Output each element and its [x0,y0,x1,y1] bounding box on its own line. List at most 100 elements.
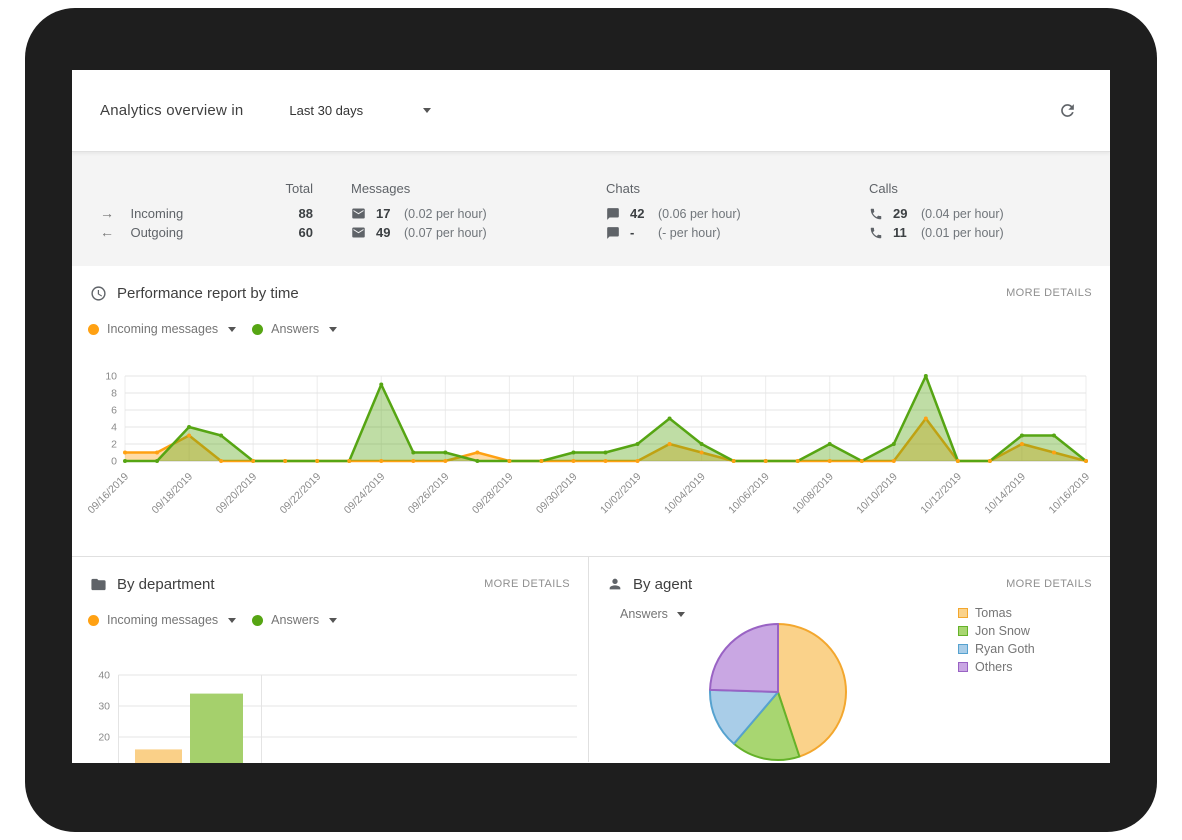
legend-item-ryan-goth: Ryan Goth [958,640,1035,658]
svg-text:09/30/2019: 09/30/2019 [534,471,580,517]
legend-incoming-messages[interactable]: Incoming messages [88,322,237,336]
department-more-details-link[interactable]: MORE DETAILS [484,578,570,590]
outgoing-chats-rate: (- per hour) [658,225,721,240]
summary-stats: Total Messages Chats Calls → Incoming 88… [72,152,1110,266]
chevron-down-icon [676,611,685,617]
ryan-goth-swatch [958,644,968,654]
outgoing-messages-rate: (0.07 per hour) [404,225,487,240]
jon-snow-swatch [958,626,968,636]
answers-dot [252,614,264,626]
performance-more-details-link[interactable]: MORE DETAILS [1006,287,1092,299]
legend-item-tomas: Tomas [958,604,1035,622]
row-label: Incoming [130,205,184,221]
svg-text:09/28/2019: 09/28/2019 [470,471,516,517]
mail-icon [352,227,365,238]
performance-title: Performance report by time [117,284,299,302]
incoming-arrow-icon: → [100,204,114,221]
call-icon [870,208,882,219]
call-icon [870,227,882,238]
svg-text:09/26/2019: 09/26/2019 [406,471,452,517]
svg-text:40: 40 [98,670,110,682]
date-range-select[interactable]: Last 30 days [289,99,432,122]
svg-text:6: 6 [111,405,117,417]
page-title: Analytics overview in [100,102,244,119]
svg-text:2: 2 [111,439,117,451]
outgoing-calls-rate: (0.01 per hour) [921,225,1004,240]
date-range-value: Last 30 days [289,103,364,118]
incoming-calls-count: 29 [893,206,908,221]
svg-text:10/12/2019: 10/12/2019 [918,471,964,517]
svg-text:10/02/2019: 10/02/2019 [598,471,644,517]
svg-text:30: 30 [98,701,110,713]
department-bar-chart[interactable]: 40 30 20 10 [72,657,588,763]
department-legend: Incoming messages Answers [88,611,353,629]
svg-text:09/22/2019: 09/22/2019 [278,471,324,517]
col-total: Total [285,180,313,196]
agent-pie-chart[interactable] [589,557,1110,763]
by-agent-card: By agent MORE DETAILS Answers Tomas Jon … [589,557,1110,762]
performance-report-card: Performance report by time MORE DETAILS … [72,266,1110,557]
incoming-messages-count: 17 [376,206,391,221]
refresh-button[interactable] [1052,96,1082,126]
incoming-total: 88 [298,206,313,221]
agent-more-details-link[interactable]: MORE DETAILS [1006,578,1092,590]
answers-dot [252,323,264,335]
header: Analytics overview in Last 30 days [72,70,1110,152]
outgoing-arrow-icon: ← [100,223,114,240]
svg-text:09/18/2019: 09/18/2019 [150,471,196,517]
analytics-dashboard: Analytics overview in Last 30 days Total… [72,70,1110,763]
performance-time-chart[interactable]: 09/16/2019 09/18/2019 09/20/2019 09/22/2019… [72,364,1110,554]
department-title: By department [117,575,215,593]
chevron-down-icon [228,326,237,332]
svg-text:10/16/2019: 10/16/2019 [1046,471,1092,517]
stats-row-outgoing: ← Outgoing 60 49 (0.07 per hour) - (- pe… [100,223,1082,242]
incoming-messages-dot [88,323,99,335]
svg-text:0: 0 [111,456,117,468]
col-chats: Chats [606,180,640,196]
svg-text:20: 20 [98,732,110,744]
chevron-down-icon [329,326,338,332]
svg-text:09/20/2019: 09/20/2019 [214,471,260,517]
agent-metric-select[interactable]: Answers [620,607,685,621]
incoming-messages-dot [88,614,99,626]
refresh-icon [1060,104,1074,117]
chat-icon [607,226,619,239]
tomas-swatch [958,608,968,618]
incoming-messages-rate: (0.02 per hour) [404,206,487,221]
outgoing-calls-count: 11 [893,225,907,240]
incoming-chats-count: 42 [630,206,645,221]
agent-title: By agent [633,575,693,593]
svg-text:10/14/2019: 10/14/2019 [982,471,1028,517]
by-department-card: By department MORE DETAILS Incoming mess… [72,557,588,763]
svg-text:10/06/2019: 10/06/2019 [726,471,772,517]
col-calls: Calls [869,180,898,196]
outgoing-chats-count: - [630,225,635,240]
svg-text:10: 10 [105,371,117,383]
col-messages: Messages [351,180,411,196]
legend-answers[interactable]: Answers [252,322,338,336]
person-icon [609,578,621,590]
legend-item-others: Others [958,658,1035,676]
svg-text:8: 8 [111,388,117,400]
performance-legend: Incoming messages Answers [88,320,353,338]
folder-icon [91,578,106,590]
svg-text:10/04/2019: 10/04/2019 [662,471,708,517]
stats-row-incoming: → Incoming 88 17 (0.02 per hour) 42 (0.0… [100,204,1082,223]
svg-text:10: 10 [98,763,110,764]
row-label: Outgoing [130,224,184,240]
outgoing-messages-count: 49 [376,225,391,240]
incoming-calls-rate: (0.04 per hour) [921,206,1004,221]
others-swatch [958,662,968,672]
stats-header-row: Total Messages Chats Calls [100,178,1082,198]
legend-answers[interactable]: Answers [252,613,338,627]
legend-item-jon-snow: Jon Snow [958,622,1035,640]
chevron-down-icon [228,617,237,623]
time-icon [91,285,106,301]
legend-incoming-messages[interactable]: Incoming messages [88,613,237,627]
mail-icon [352,208,365,219]
chat-icon [607,207,619,220]
svg-text:09/24/2019: 09/24/2019 [342,471,388,517]
outgoing-total: 60 [298,225,313,240]
svg-text:4: 4 [111,422,117,434]
svg-text:09/16/2019: 09/16/2019 [85,471,131,517]
